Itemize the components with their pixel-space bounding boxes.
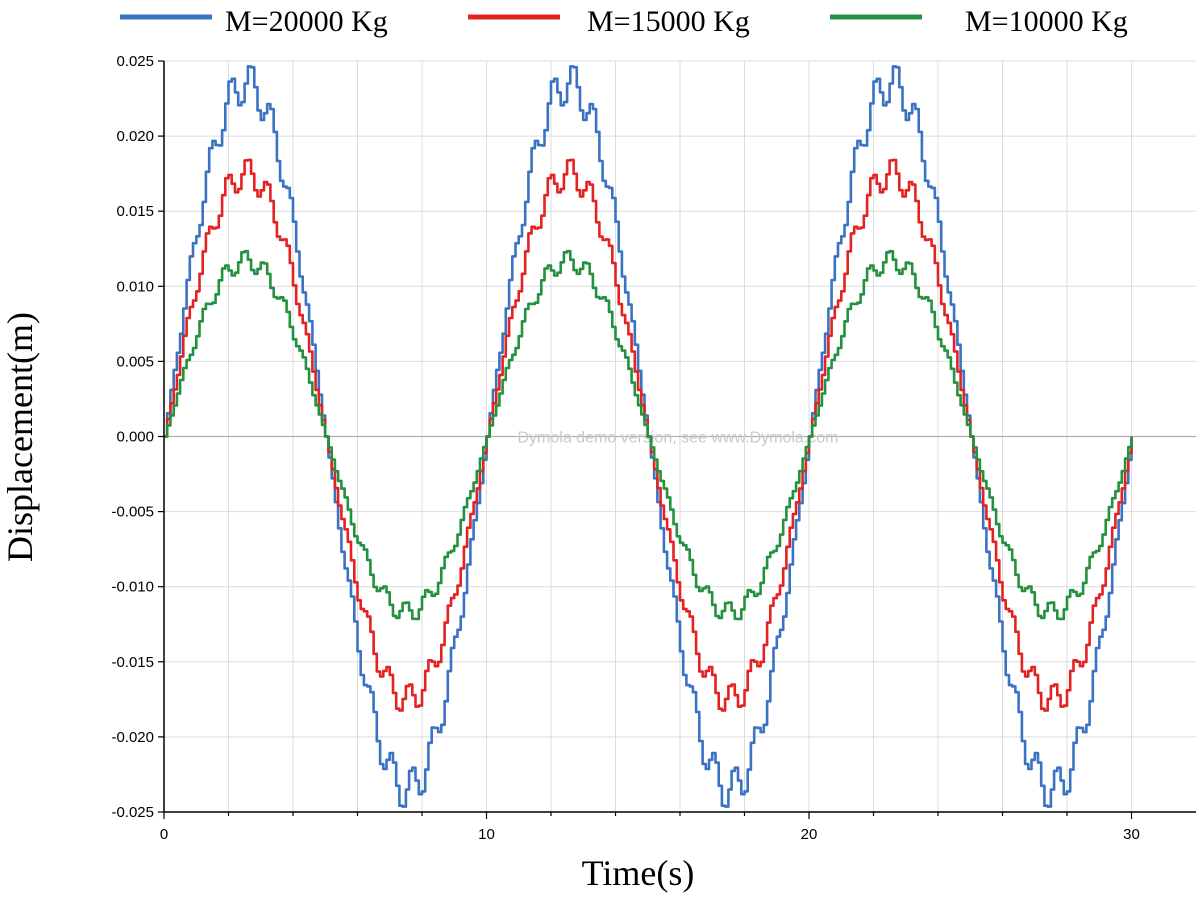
y-tick-label: -0.010: [111, 579, 154, 596]
y-tick-label: -0.020: [111, 729, 154, 746]
y-tick-label: 0.025: [116, 53, 154, 70]
legend: M=20000 Kg M=15000 Kg M=10000 Kg: [120, 5, 1128, 38]
y-tick-label: 0.010: [116, 278, 154, 295]
x-tick-labels: 0 10 20 30: [160, 826, 1140, 843]
y-tick-labels: 0.025 0.020 0.015 0.010 0.005 0.000 -0.005 -0.0…: [111, 53, 154, 821]
y-tick-label: 0.015: [116, 203, 154, 220]
legend-label-1: M=20000 Kg: [225, 5, 388, 38]
x-axis-title: Time(s): [582, 853, 695, 893]
legend-label-3: M=10000 Kg: [965, 5, 1128, 38]
y-tick-label: 0.000: [116, 429, 154, 446]
series-line-3: [164, 249, 1133, 621]
y-axis-title: Displacement(m): [0, 312, 40, 562]
y-tick-label: 0.005: [116, 353, 154, 370]
x-tick-label: 10: [478, 826, 495, 843]
y-tick-label: -0.005: [111, 504, 154, 521]
legend-label-2: M=15000 Kg: [587, 5, 750, 38]
x-tick-label: 0: [160, 826, 168, 843]
watermark: Dymola demo version, see www.Dymola.com: [518, 430, 839, 447]
x-tick-label: 30: [1123, 826, 1140, 843]
series-group: [164, 65, 1133, 808]
x-tick-label: 20: [801, 826, 818, 843]
y-tick-label: -0.015: [111, 654, 154, 671]
y-tick-label: -0.025: [111, 804, 154, 821]
y-tick-label: 0.020: [116, 128, 154, 145]
axes: [158, 60, 1196, 819]
